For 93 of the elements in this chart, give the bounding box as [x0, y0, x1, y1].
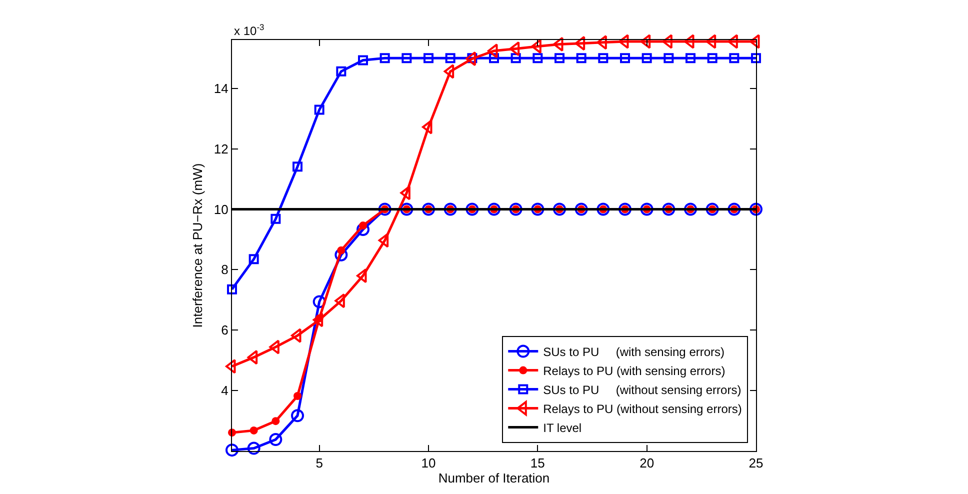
x-tick-label: 25	[748, 456, 764, 471]
point	[707, 53, 718, 64]
point	[312, 312, 324, 328]
point	[380, 53, 390, 64]
point	[227, 284, 237, 294]
point	[466, 202, 479, 216]
point	[664, 53, 674, 64]
point	[620, 53, 630, 64]
point	[576, 53, 586, 64]
point	[402, 53, 412, 64]
x-tick-label: 10	[421, 456, 436, 471]
point	[356, 222, 370, 236]
point	[334, 248, 348, 262]
point	[294, 392, 302, 400]
point	[272, 417, 280, 426]
point	[751, 53, 761, 64]
x-tick-label: 5	[316, 456, 323, 471]
legend-label: SUs to PU (without sensing errors)	[543, 382, 742, 397]
point	[422, 202, 435, 216]
point	[247, 442, 260, 455]
point	[553, 202, 566, 216]
x-tick-label: 15	[530, 456, 545, 471]
point	[269, 433, 282, 446]
point	[400, 202, 414, 216]
point	[291, 328, 302, 343]
point	[532, 53, 543, 64]
point	[598, 53, 608, 64]
point	[378, 233, 389, 248]
point	[336, 66, 346, 76]
point	[684, 34, 694, 49]
point	[269, 340, 280, 354]
legend-label: IT level	[543, 420, 582, 435]
point	[337, 246, 346, 254]
point	[291, 409, 304, 422]
point	[400, 186, 410, 200]
point	[226, 359, 236, 374]
point	[424, 53, 434, 64]
point	[509, 202, 522, 216]
text: x 10$^{-3}$	[234, 22, 264, 38]
point	[292, 162, 302, 172]
point	[489, 53, 499, 64]
point	[488, 202, 500, 216]
point	[378, 202, 392, 216]
point	[250, 426, 258, 434]
point	[640, 34, 651, 49]
point	[444, 64, 454, 79]
point	[686, 53, 696, 64]
legend-label: SUs to PU (with sensing errors)	[543, 344, 725, 359]
legend-label: Relays to PU (without sensing errors)	[543, 402, 742, 416]
point	[728, 202, 741, 216]
point	[312, 295, 326, 308]
point	[531, 202, 544, 216]
point	[750, 34, 760, 49]
y-axis-title: Interference at PU−Rx (mW)	[190, 163, 205, 328]
point	[358, 55, 368, 66]
point	[509, 41, 520, 56]
y-tick-label: 14	[214, 80, 228, 96]
point	[596, 35, 607, 50]
point	[248, 254, 259, 264]
point	[270, 214, 281, 224]
point	[684, 202, 697, 216]
point	[618, 202, 632, 216]
point	[642, 53, 652, 64]
point	[574, 36, 586, 51]
point	[574, 202, 588, 216]
x-axis-title: Number of Iteration	[438, 470, 550, 486]
point	[662, 34, 672, 49]
point	[531, 39, 542, 54]
x-tick-label: 20	[640, 456, 654, 471]
point	[706, 202, 719, 216]
point	[728, 34, 738, 49]
legend-label: Relays to PU (with sensing errors)	[543, 364, 726, 378]
y-tick-label: 4	[221, 383, 228, 398]
point	[640, 202, 654, 216]
point	[510, 53, 521, 64]
y-tick-label: 6	[221, 322, 228, 338]
point	[226, 444, 238, 457]
point	[596, 202, 610, 216]
point	[706, 34, 716, 49]
point	[314, 104, 324, 115]
point	[445, 53, 456, 64]
point	[729, 53, 740, 64]
y-tick-label: 8	[221, 262, 228, 278]
point	[247, 350, 258, 365]
point	[662, 202, 676, 216]
y-tick-label: 10	[214, 202, 228, 217]
point	[618, 34, 629, 49]
y-tick-label: 12	[214, 141, 228, 156]
point	[488, 44, 498, 58]
point	[750, 202, 762, 216]
point	[422, 120, 432, 134]
point	[444, 202, 457, 216]
point	[554, 53, 564, 64]
